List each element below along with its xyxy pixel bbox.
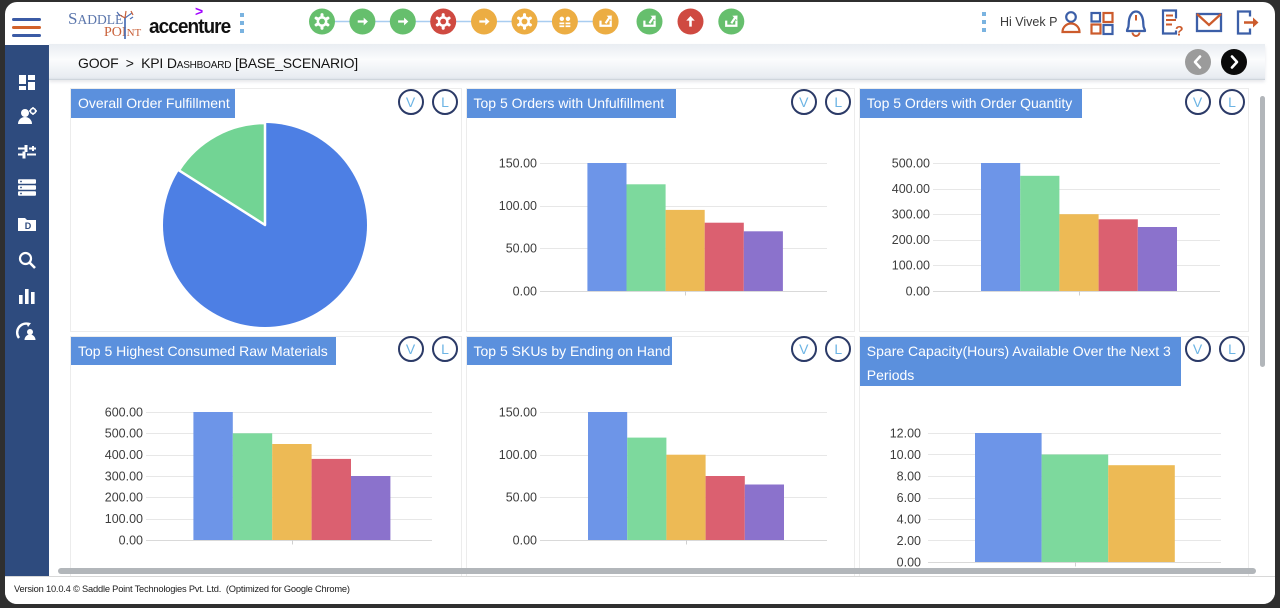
svg-text:4.00: 4.00	[897, 512, 921, 526]
svg-text:150.00: 150.00	[499, 156, 537, 170]
svg-text:300.00: 300.00	[892, 208, 930, 222]
svg-text:300.00: 300.00	[105, 469, 143, 483]
svg-text:?: ?	[1175, 22, 1184, 38]
svg-text:6.00: 6.00	[897, 491, 921, 505]
svg-text:150.00: 150.00	[499, 405, 537, 419]
svg-text:10.00: 10.00	[890, 448, 921, 462]
svg-text:0.00: 0.00	[513, 533, 537, 547]
svg-text:D: D	[25, 221, 32, 231]
svg-text:8.00: 8.00	[897, 469, 921, 483]
svg-text:500.00: 500.00	[105, 427, 143, 441]
svg-text:0.00: 0.00	[906, 284, 930, 298]
svg-text:0.00: 0.00	[897, 555, 921, 569]
svg-text:50.00: 50.00	[506, 242, 537, 256]
svg-text:400.00: 400.00	[105, 448, 143, 462]
svg-text:100.00: 100.00	[499, 448, 537, 462]
svg-text:500.00: 500.00	[892, 156, 930, 170]
svg-text:200.00: 200.00	[892, 233, 930, 247]
svg-text:200.00: 200.00	[105, 491, 143, 505]
svg-text:100.00: 100.00	[105, 512, 143, 526]
svg-text:0.00: 0.00	[513, 284, 537, 298]
svg-text:400.00: 400.00	[892, 182, 930, 196]
svg-text:0.00: 0.00	[119, 533, 143, 547]
svg-text:2.00: 2.00	[897, 534, 921, 548]
svg-text:100.00: 100.00	[499, 199, 537, 213]
svg-text:50.00: 50.00	[506, 491, 537, 505]
svg-text:600.00: 600.00	[105, 405, 143, 419]
svg-text:100.00: 100.00	[892, 259, 930, 273]
svg-text:12.00: 12.00	[890, 426, 921, 440]
